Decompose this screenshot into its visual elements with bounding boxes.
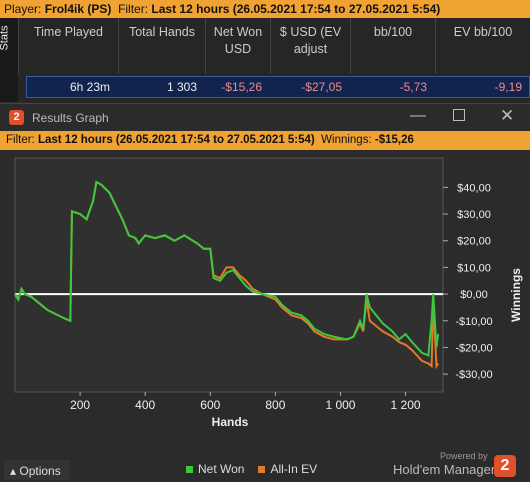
cell: -$27,05 — [301, 80, 342, 94]
top-bar: Player: Frol4ik (PS) Filter: Last 12 hou… — [0, 0, 530, 18]
winnings: -$15,26 — [374, 134, 414, 146]
x-tick-label: 200 — [70, 398, 90, 412]
cell: -$15,26 — [221, 80, 262, 94]
legend-item: Net Won — [186, 462, 244, 476]
y-tick-label: $10,00 — [457, 262, 491, 274]
side-tab-label[interactable]: Stats — [0, 25, 11, 51]
options-label[interactable]: Options — [19, 464, 61, 478]
y-axis-label: Winnings — [509, 268, 523, 322]
legend-label: All-In EV — [270, 462, 318, 476]
x-tick-label: 800 — [265, 398, 285, 412]
filter-bar: Filter: Last 12 hours (26.05.2021 17:54 … — [0, 131, 530, 150]
legend-swatch — [186, 466, 193, 473]
y-tick-label: $20,00 — [457, 236, 491, 248]
legend: Net Won All-In EV — [186, 462, 331, 476]
label: Filter: — [118, 2, 149, 16]
legend-item: All-In EV — [258, 462, 317, 476]
label: Winnings: — [321, 134, 372, 146]
column-header[interactable]: Time Played — [18, 18, 118, 74]
y-tick-label: -$10,00 — [455, 316, 492, 328]
cell: 6h 23m — [69, 80, 110, 94]
plot-area — [14, 157, 444, 393]
side-tab[interactable]: Stats — [0, 18, 18, 102]
brand-badge: 2 — [494, 455, 516, 477]
title-bar: 2 Results Graph — ✕ — [0, 103, 530, 131]
powered-by: Powered by — [440, 451, 488, 461]
x-tick-label: 600 — [200, 398, 220, 412]
y-tick-label: $40,00 — [457, 182, 491, 194]
cell: -9,19 — [494, 80, 522, 94]
chart: Hands Winnings $40,00 $30,00 $20,00 $10,00 $… — [14, 157, 523, 429]
series-line — [14, 180, 440, 357]
options-button[interactable]: ▴ Options — [4, 460, 70, 480]
player: Frol4ik (PS) — [44, 2, 112, 16]
y-tick-label: $0,00 — [460, 289, 488, 301]
filter: Last 12 hours (26.05.2021 17:54 to 27.05… — [37, 134, 315, 146]
label: Filter: — [6, 134, 35, 146]
column-header[interactable]: Total Hands — [118, 18, 205, 74]
window-title: Results Graph — [32, 111, 109, 125]
legend-label: Net Won — [198, 462, 245, 476]
y-tick-label: -$30,00 — [455, 369, 492, 381]
close[interactable]: ✕ — [500, 106, 515, 125]
app-icon: 2 — [9, 110, 24, 125]
x-tick-label: 1 200 — [391, 398, 421, 412]
brand: Hold'em Manager — [393, 462, 496, 477]
y-tick-label: -$20,00 — [455, 342, 492, 354]
label: Player: — [4, 2, 42, 16]
x-axis-label: Hands — [212, 415, 249, 429]
filter: Last 12 hours (26.05.2021 17:54 to 27.05… — [151, 2, 441, 16]
x-tick-label: 1 000 — [325, 398, 355, 412]
maximize[interactable] — [453, 109, 465, 121]
cell: 1 303 — [166, 80, 197, 94]
legend-swatch — [258, 466, 266, 473]
x-tick-label: 400 — [135, 398, 155, 412]
y-tick-label: $30,00 — [457, 209, 491, 221]
column-header[interactable]: EV bb/100 — [435, 18, 530, 74]
minimize[interactable]: — — [410, 107, 426, 124]
column-header[interactable]: Net Won USD — [205, 18, 270, 74]
column-header[interactable]: $ USD (EV adjust — [270, 18, 350, 74]
cell: -5,73 — [399, 80, 427, 94]
column-header[interactable]: bb/100 — [350, 18, 435, 74]
